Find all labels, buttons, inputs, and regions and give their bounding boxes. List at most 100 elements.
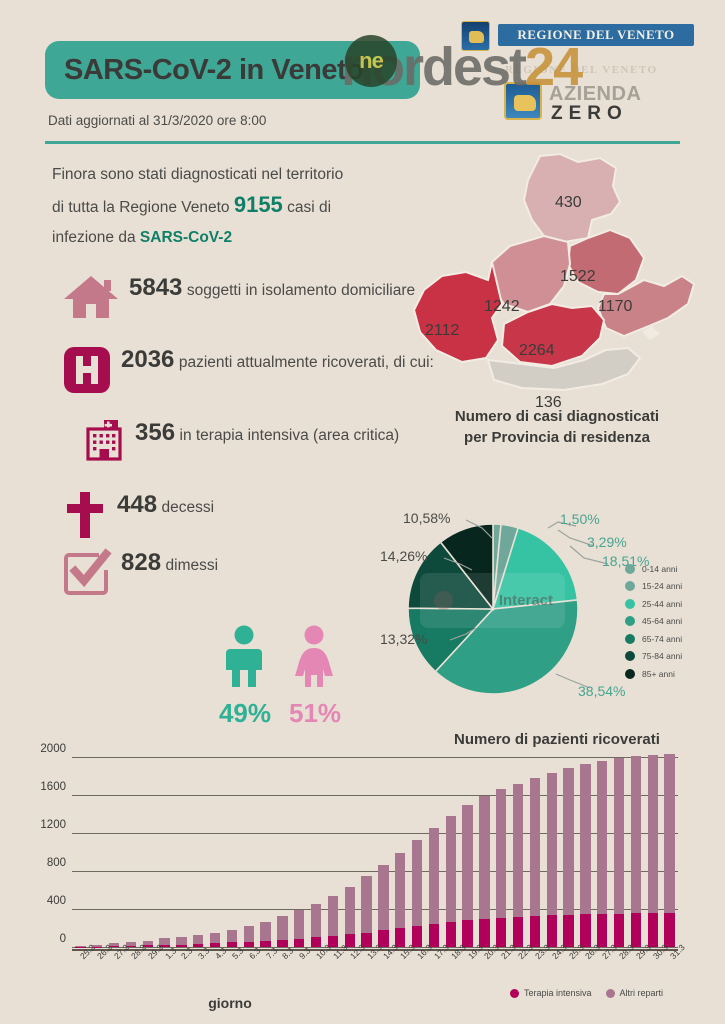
bar-segment-altri-reparti [546, 772, 557, 916]
bar-column[interactable] [597, 760, 608, 947]
bar-column[interactable] [546, 772, 557, 947]
bar-chart-title: Numero di pazienti ricoverati [454, 731, 660, 748]
province-venezia[interactable] [596, 274, 696, 338]
pie-slice-85+-anni[interactable] [439, 523, 494, 612]
legend-label: Altri reparti [619, 988, 664, 998]
age-pie-chart: Interact 10,58% 14,26% 13,32% 1,50% 3,29… [380, 498, 725, 720]
bar-column[interactable] [529, 778, 541, 947]
legend-label: 85+ anni [642, 668, 675, 679]
province-padova[interactable] [500, 302, 606, 368]
bar-column[interactable] [580, 763, 591, 947]
azienda-zero-crest-icon [504, 82, 542, 120]
bar-column[interactable] [630, 755, 642, 947]
map-value-vicenza: 1242 [484, 298, 520, 315]
bar-column[interactable] [260, 921, 271, 947]
bar-column[interactable] [512, 783, 524, 947]
bar-column[interactable] [294, 910, 305, 947]
province-belluno[interactable] [522, 152, 622, 244]
grid-line [72, 795, 678, 796]
y-axis-tick: 2000 [40, 743, 66, 755]
legend-label: 65-74 anni [642, 633, 683, 644]
bar-column[interactable] [243, 926, 254, 947]
bar-column[interactable] [613, 757, 625, 947]
bar-segment-altri-reparti [226, 930, 238, 943]
bar-column[interactable] [563, 768, 574, 947]
pie-slice-75-84-anni[interactable] [407, 540, 495, 610]
bar-segment-altri-reparti [512, 783, 524, 917]
legend-item-altri-reparti[interactable]: Altri reparti [605, 988, 664, 998]
stat-label: decessi [161, 499, 215, 516]
bar-column[interactable] [159, 938, 170, 947]
bar-column[interactable] [664, 753, 675, 947]
bar-column[interactable] [344, 886, 355, 947]
bar-segment-altri-reparti [294, 910, 305, 939]
legend-item[interactable]: 0-14 anni [625, 560, 682, 578]
bar-column[interactable] [209, 932, 221, 947]
bar-column[interactable] [310, 903, 322, 947]
bar-column[interactable] [496, 789, 507, 947]
check-icon [62, 548, 112, 601]
bar-column[interactable] [277, 916, 288, 947]
legend-swatch-icon [510, 988, 519, 998]
pie-watermark: Interact [420, 573, 565, 628]
bar-segment-altri-reparti [243, 926, 254, 942]
bar-column[interactable] [361, 875, 372, 947]
map-caption-line2: per Provincia di residenza [464, 429, 650, 446]
bar-segment-terapia-intensiva [294, 938, 305, 947]
bar-column[interactable] [193, 934, 204, 947]
bar-segment-terapia-intensiva [563, 914, 574, 947]
icu-building-icon [82, 418, 126, 467]
bar-segment-terapia-intensiva [310, 937, 322, 947]
legend-item[interactable]: 75-84 anni [625, 648, 682, 666]
bar-column[interactable] [92, 944, 103, 947]
regione-veneto-label: REGIONE DEL VENETO [517, 27, 675, 42]
bar-column[interactable] [108, 943, 120, 947]
bar-column[interactable] [479, 796, 490, 947]
bar-column[interactable] [462, 805, 473, 947]
legend-swatch-icon [625, 581, 635, 592]
bar-column[interactable] [327, 896, 339, 947]
bar-column[interactable] [125, 942, 137, 947]
bar-column[interactable] [395, 852, 406, 947]
bar-column[interactable] [378, 864, 389, 947]
legend-item-terapia-intensiva[interactable]: Terapia intensiva [510, 988, 592, 998]
stat-isolamento-domiciliare: 5843 soggetti in isolamento domiciliare [62, 273, 415, 326]
legend-label: 15-24 anni [642, 581, 683, 592]
province-rovigo[interactable] [486, 346, 642, 392]
bar-segment-altri-reparti [92, 944, 103, 947]
legend-item[interactable]: 15-24 anni [625, 578, 682, 596]
bar-column[interactable] [428, 827, 440, 947]
update-timestamp: Dati aggiornati al 31/3/2020 ore 8:00 [48, 113, 267, 128]
bar-segment-altri-reparti [428, 827, 440, 924]
male-percentage: 49% [218, 698, 271, 728]
bar-segment-altri-reparti [395, 852, 406, 928]
stat-label: dimessi [165, 557, 219, 574]
bar-column[interactable] [176, 936, 187, 947]
male-icon [223, 625, 265, 692]
legend-label: 25-44 anni [642, 598, 683, 609]
bar-segment-terapia-intensiva [411, 925, 423, 947]
bar-column[interactable] [142, 940, 153, 947]
bar-segment-terapia-intensiva [613, 913, 625, 947]
map-value-venezia: 1170 [598, 298, 633, 315]
azienda-zero-name: AZIENDA [549, 83, 642, 105]
pie-slice-25-44-anni[interactable] [491, 526, 579, 610]
bar-segment-terapia-intensiva [479, 918, 490, 947]
map-value-treviso: 1522 [560, 268, 596, 285]
regione-veneto-ghost-label: REGIONE DEL VENETO [505, 64, 658, 76]
bar-column[interactable] [411, 840, 423, 947]
bar-column[interactable] [445, 815, 456, 947]
bar-segment-altri-reparti [664, 753, 675, 914]
legend-item[interactable]: 85+ anni [625, 665, 682, 683]
bar-column[interactable] [647, 754, 658, 947]
legend-item[interactable]: 25-44 anni [625, 595, 682, 613]
legend-item[interactable]: 65-74 anni [625, 630, 682, 648]
female-percentage: 51% [289, 698, 342, 728]
legend-item[interactable]: 45-64 anni [625, 613, 682, 631]
bar-column[interactable] [226, 930, 238, 947]
bar-column[interactable] [75, 946, 86, 947]
pie-slice-45-64-anni[interactable] [434, 599, 579, 695]
grid-line [72, 947, 678, 948]
province-verona[interactable] [412, 261, 504, 364]
legend-swatch-icon [625, 633, 635, 644]
